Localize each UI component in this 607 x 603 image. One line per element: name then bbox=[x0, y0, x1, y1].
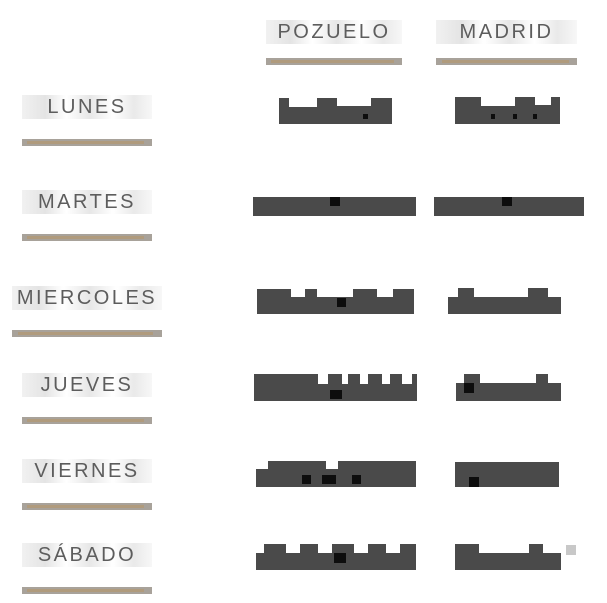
cell-text bbox=[455, 487, 456, 488]
row-label-text: SÁBADO bbox=[22, 543, 152, 567]
cell-sabado-pozuelo[interactable] bbox=[256, 544, 416, 570]
row-label-underline bbox=[12, 330, 162, 337]
row-label-underline bbox=[22, 139, 152, 146]
cell-text bbox=[448, 314, 449, 315]
cell-text bbox=[256, 487, 257, 488]
row-label-jueves: JUEVES bbox=[22, 373, 152, 424]
row-label-text: LUNES bbox=[22, 95, 152, 119]
cell-sabado-madrid[interactable] bbox=[455, 544, 561, 570]
column-header-pozuelo: POZUELO bbox=[266, 20, 402, 65]
row-label-text: MARTES bbox=[22, 190, 152, 214]
row-label-martes: MARTES bbox=[22, 190, 152, 241]
redacted-content bbox=[253, 197, 416, 216]
row-label-sabado: SÁBADO bbox=[22, 543, 152, 594]
cell-text bbox=[455, 570, 456, 571]
cell-martes-madrid[interactable] bbox=[434, 197, 584, 216]
redacted-content bbox=[448, 288, 561, 314]
row-label-underline bbox=[22, 417, 152, 424]
cell-lunes-pozuelo[interactable] bbox=[279, 98, 392, 124]
cell-miercoles-madrid[interactable] bbox=[448, 288, 561, 314]
row-label-underline bbox=[22, 587, 152, 594]
redacted-content bbox=[455, 544, 561, 570]
row-label-underline bbox=[22, 234, 152, 241]
scan-artifact bbox=[566, 545, 576, 555]
redacted-content bbox=[455, 462, 559, 487]
redacted-content bbox=[279, 98, 392, 124]
row-label-text: VIERNES bbox=[22, 459, 152, 483]
row-label-miercoles: MIERCOLES bbox=[12, 286, 162, 337]
column-header-underline bbox=[266, 58, 402, 65]
row-label-text: MIERCOLES bbox=[12, 286, 162, 310]
cell-text bbox=[279, 124, 280, 125]
cell-jueves-pozuelo[interactable] bbox=[254, 374, 417, 401]
redacted-content bbox=[257, 289, 414, 314]
redacted-content bbox=[254, 374, 417, 401]
cell-text bbox=[456, 401, 457, 402]
cell-text bbox=[455, 124, 456, 125]
redacted-content bbox=[256, 544, 416, 570]
redacted-content bbox=[455, 97, 560, 124]
column-header-underline bbox=[436, 58, 577, 65]
cell-viernes-pozuelo[interactable] bbox=[256, 461, 416, 487]
cell-text bbox=[254, 401, 255, 402]
redacted-content bbox=[256, 461, 416, 487]
cell-text bbox=[256, 570, 257, 571]
cell-lunes-madrid[interactable] bbox=[455, 97, 560, 124]
cell-text bbox=[257, 314, 258, 315]
cell-text bbox=[434, 216, 435, 217]
cell-martes-pozuelo[interactable] bbox=[253, 197, 416, 216]
cell-miercoles-pozuelo[interactable] bbox=[257, 289, 414, 314]
redacted-content bbox=[456, 374, 561, 401]
row-label-viernes: VIERNES bbox=[22, 459, 152, 510]
cell-viernes-madrid[interactable] bbox=[455, 462, 559, 487]
column-header-madrid: MADRID bbox=[436, 20, 577, 65]
redacted-content bbox=[434, 197, 584, 216]
row-label-lunes: LUNES bbox=[22, 95, 152, 146]
column-header-label: MADRID bbox=[436, 20, 577, 44]
cell-jueves-madrid[interactable] bbox=[456, 374, 561, 401]
row-label-underline bbox=[22, 503, 152, 510]
cell-text bbox=[253, 216, 254, 217]
row-label-text: JUEVES bbox=[22, 373, 152, 397]
column-header-label: POZUELO bbox=[266, 20, 402, 44]
